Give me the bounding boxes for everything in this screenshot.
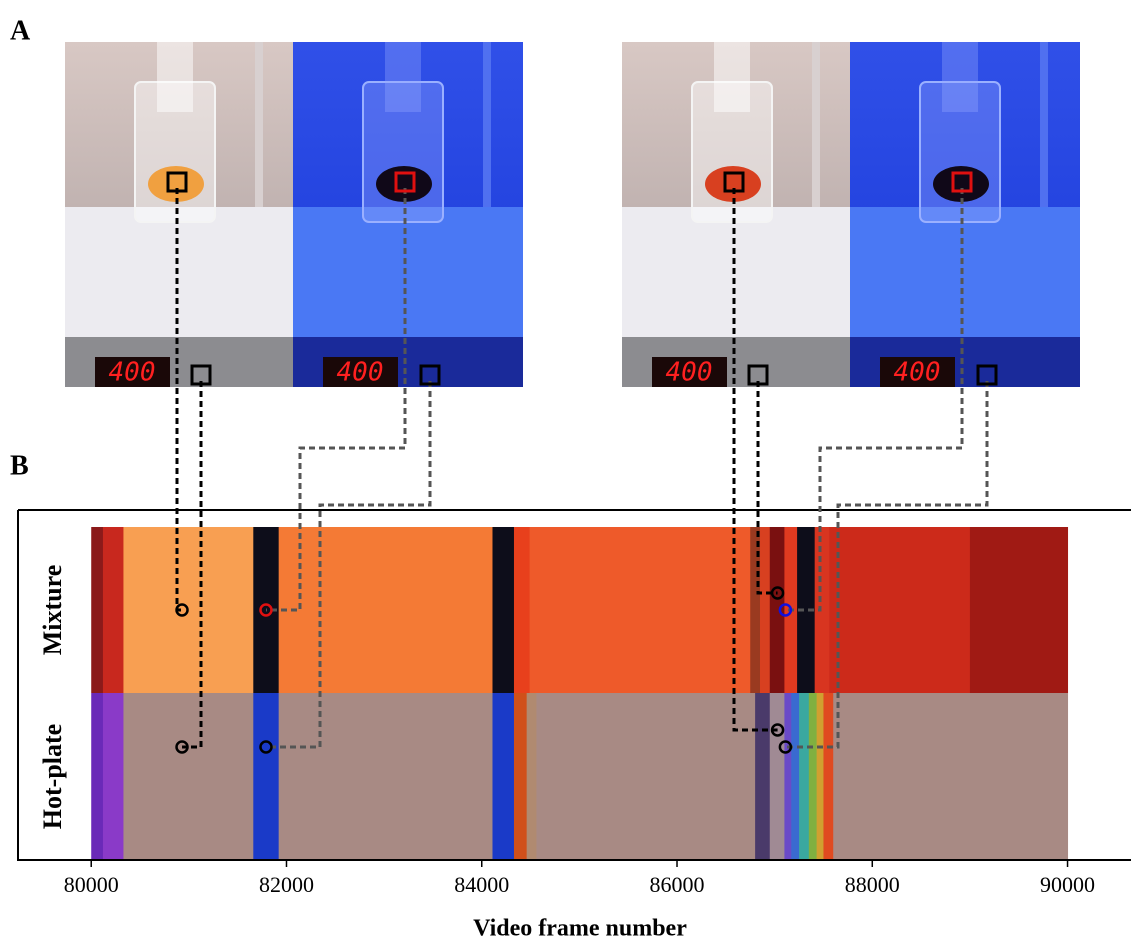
chart: Mixture Hot-plate 80000 82000 84000 86000 8800… bbox=[17, 509, 1131, 897]
flask-neck bbox=[714, 42, 750, 112]
color-segment bbox=[797, 527, 816, 693]
row-label: Hot-plate bbox=[38, 724, 67, 829]
flask-neck bbox=[942, 42, 978, 112]
connector bbox=[785, 381, 989, 749]
display bbox=[652, 357, 727, 387]
color-segment bbox=[808, 693, 818, 860]
color-segment bbox=[278, 693, 493, 860]
marker bbox=[778, 603, 793, 617]
liquid bbox=[376, 166, 432, 202]
photos: 400 400 400 400 bbox=[65, 42, 1080, 388]
marker bbox=[175, 603, 189, 617]
color-segment bbox=[253, 693, 280, 860]
connector bbox=[785, 188, 964, 612]
liquid bbox=[933, 166, 989, 202]
stand-rod bbox=[812, 42, 820, 242]
x-axis-label: Video frame number bbox=[473, 916, 687, 942]
color-segment bbox=[536, 693, 756, 860]
panel-label: B bbox=[10, 450, 29, 481]
hotplate-top bbox=[65, 207, 293, 337]
color-segment bbox=[278, 527, 493, 693]
flask-neck bbox=[385, 42, 421, 112]
display-reading: 400 bbox=[337, 358, 384, 388]
roi-square bbox=[723, 171, 745, 193]
marker bbox=[770, 586, 785, 600]
color-segment bbox=[91, 527, 104, 693]
color-segment bbox=[755, 693, 771, 860]
color-segment bbox=[123, 693, 254, 860]
flask-neck bbox=[157, 42, 193, 112]
hotplate-top bbox=[293, 207, 523, 337]
x-tick-label: 90000 bbox=[1040, 872, 1095, 897]
stand-rod bbox=[483, 42, 491, 242]
color-segment bbox=[829, 527, 971, 693]
color-segment bbox=[513, 693, 528, 860]
color-segment bbox=[492, 527, 515, 693]
roi-square bbox=[394, 171, 416, 193]
color-segment bbox=[784, 693, 792, 860]
color-segment bbox=[526, 693, 537, 860]
hotplate-top bbox=[622, 207, 850, 337]
display-reading: 400 bbox=[109, 358, 156, 388]
color-segment bbox=[799, 693, 810, 860]
roi-square bbox=[976, 364, 998, 386]
display bbox=[95, 357, 170, 387]
connector bbox=[265, 381, 432, 749]
color-segment bbox=[750, 527, 761, 693]
stand-rod bbox=[1040, 42, 1048, 242]
color-segment bbox=[102, 693, 124, 860]
connectors bbox=[166, 171, 998, 754]
connector bbox=[732, 188, 778, 732]
color-segment bbox=[91, 693, 104, 860]
color-segment bbox=[814, 527, 830, 693]
color-segment bbox=[529, 527, 751, 693]
roi-square bbox=[190, 364, 212, 386]
x-tick-label: 82000 bbox=[259, 872, 314, 897]
x-tick-label: 88000 bbox=[845, 872, 900, 897]
color-segment bbox=[760, 527, 771, 693]
color-segment bbox=[513, 527, 531, 693]
roi-square bbox=[166, 171, 188, 193]
liquid bbox=[705, 166, 761, 202]
marker bbox=[770, 723, 785, 737]
connector bbox=[182, 381, 203, 749]
roi-square bbox=[951, 171, 973, 193]
liquid bbox=[148, 166, 204, 202]
roi-square bbox=[747, 364, 769, 386]
color-segment bbox=[769, 693, 785, 860]
hotplate-top bbox=[850, 207, 1080, 337]
roi-square bbox=[419, 364, 441, 386]
color-segment bbox=[769, 527, 785, 693]
color-segment bbox=[816, 693, 824, 860]
marker bbox=[259, 740, 273, 754]
photo: 400 bbox=[293, 42, 523, 388]
color-segment bbox=[102, 527, 124, 693]
display-reading: 400 bbox=[894, 358, 941, 388]
color-segment bbox=[969, 527, 1069, 693]
color-segment bbox=[492, 693, 515, 860]
marker bbox=[259, 603, 273, 617]
display bbox=[323, 357, 398, 387]
connector bbox=[265, 188, 407, 612]
x-tick-label: 86000 bbox=[650, 872, 705, 897]
row-label: Mixture bbox=[38, 565, 67, 656]
photo: 400 bbox=[65, 42, 293, 388]
stand-rod bbox=[255, 42, 263, 242]
x-tick-label: 84000 bbox=[454, 872, 509, 897]
color-segment bbox=[791, 693, 800, 860]
photo: 400 bbox=[850, 42, 1080, 388]
display-reading: 400 bbox=[666, 358, 713, 388]
marker bbox=[175, 740, 189, 754]
marker bbox=[778, 740, 793, 754]
panel-label: A bbox=[10, 15, 31, 46]
photo: 400 bbox=[622, 42, 850, 388]
color-segment bbox=[823, 693, 834, 860]
x-tick-label: 80000 bbox=[64, 872, 119, 897]
color-segment bbox=[833, 693, 1069, 860]
display bbox=[880, 357, 955, 387]
